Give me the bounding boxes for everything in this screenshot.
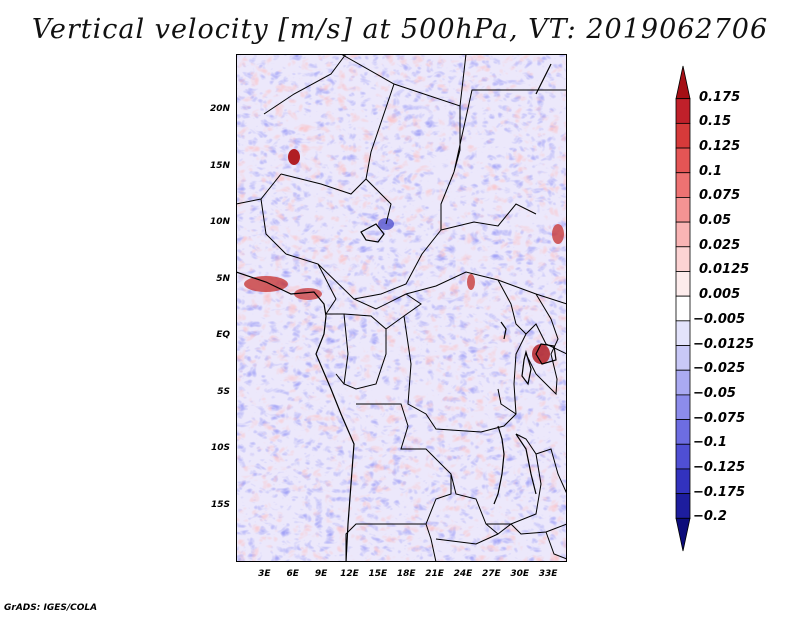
colorbar-swatch [675, 65, 691, 100]
colorbar-tick-label: 0.025 [699, 237, 741, 253]
lat-tick-label: 10S [210, 443, 230, 454]
country-borders [236, 54, 567, 562]
map-frame [236, 54, 567, 562]
colorbar-swatch [675, 98, 691, 124]
lon-tick-label: 27E [481, 569, 501, 579]
colorbar-swatch [675, 320, 691, 346]
lon-tick-label: 6E [286, 569, 299, 579]
colorbar-tick-label: −0.2 [693, 509, 727, 525]
colorbar-tick-label: 0.1 [699, 163, 723, 179]
lon-tick-label: 33E [538, 569, 558, 579]
colorbar-swatch [675, 369, 691, 396]
velocity-field-map [236, 54, 567, 562]
colorbar-tick-label: 0.05 [699, 213, 732, 229]
colorbar-swatch [675, 122, 691, 149]
colorbar-swatch [675, 443, 691, 470]
lat-tick-label: EQ [216, 330, 230, 341]
lon-tick-label: 9E [314, 569, 328, 579]
lat-tick-label: 15S [210, 499, 230, 510]
lat-tick-label: 15N [209, 160, 230, 171]
colorbar-swatch [675, 345, 691, 371]
lat-tick-label: 20N [209, 104, 230, 115]
plot-title: Vertical velocity [m/s] at 500hPa, VT: 2… [31, 14, 769, 45]
colorbar-tick-label: 0.005 [699, 287, 741, 303]
colorbar-swatch [675, 147, 691, 174]
colorbar-swatch [675, 221, 691, 248]
colorbar-swatch [675, 172, 691, 198]
lon-tick-label: 30E [510, 569, 530, 579]
grads-credit: GrADS: IGES/COLA [4, 603, 98, 613]
colorbar-tick-label: −0.005 [693, 311, 746, 327]
colorbar-tick-label: 0.175 [699, 89, 741, 105]
colorbar-tick-label: 0.15 [699, 114, 732, 130]
lon-tick-label: 18E [396, 569, 416, 579]
colorbar-swatch [675, 517, 691, 552]
strong-ascent-patches [244, 149, 564, 364]
field-ascending-pattern [236, 54, 567, 562]
colorbar-tick-label: 0.075 [699, 188, 741, 204]
colorbar-tick-label: −0.025 [693, 361, 746, 377]
colorbar-swatch [675, 468, 691, 495]
lat-tick-label: 5N [216, 273, 230, 284]
colorbar-tick-label: 0.0125 [699, 262, 750, 278]
lon-tick-label: 12E [340, 569, 359, 579]
colorbar-swatch [675, 197, 691, 223]
colorbar-tick-label: −0.0125 [693, 336, 755, 352]
colorbar-tick-label: −0.1 [693, 435, 727, 451]
colorbar-swatch [675, 394, 691, 420]
coastline-and-lakes [236, 63, 557, 562]
colorbar-swatch [675, 295, 691, 322]
map-panel [236, 54, 567, 562]
colorbar-swatch [675, 419, 691, 445]
colorbar-swatch [675, 271, 691, 297]
colorbar-tick-label: −0.075 [693, 410, 746, 426]
lon-tick-label: 3E [258, 569, 271, 579]
lon-tick-label: 15E [368, 569, 388, 579]
lat-tick-label: 10N [209, 217, 230, 228]
colorbar-tick-label: −0.05 [693, 385, 736, 401]
colorbar-swatch [675, 493, 691, 519]
colorbar-tick-label: 0.125 [699, 139, 741, 155]
lon-tick-label: 24E [453, 569, 473, 579]
lat-tick-label: 5S [217, 386, 230, 397]
lon-tick-label: 21E [425, 569, 444, 579]
colorbar-swatch [675, 246, 691, 272]
colorbar-tick-label: −0.125 [693, 459, 746, 475]
colorbar-tick-label: −0.175 [693, 484, 746, 500]
